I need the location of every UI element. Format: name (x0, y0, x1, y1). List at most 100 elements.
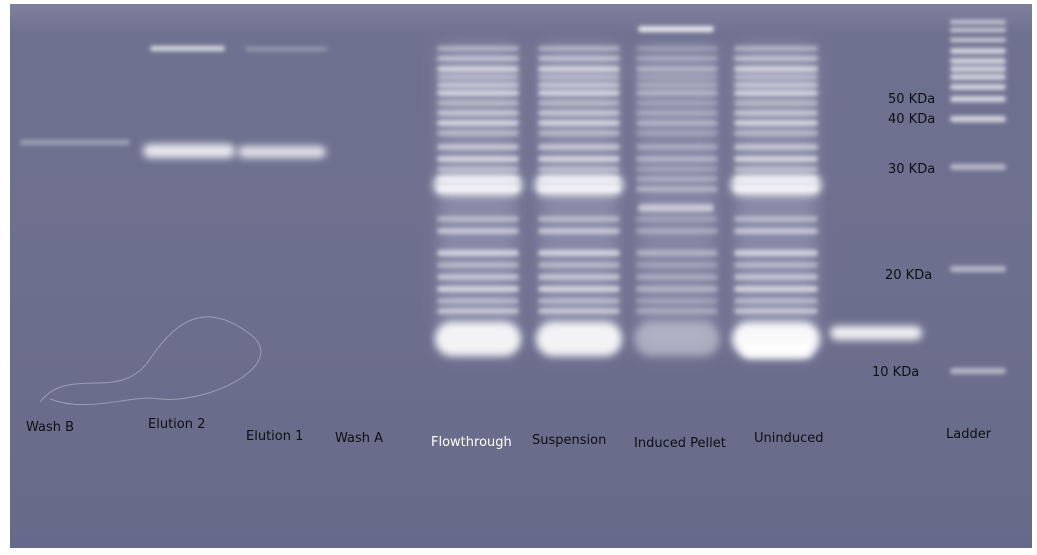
suspension-band-2 (538, 66, 620, 72)
uninduced-band-1 (734, 56, 818, 61)
flowthrough-band-low (435, 322, 521, 356)
ladder-band-10 (950, 164, 1006, 170)
suspension-band-1 (538, 56, 620, 61)
well-haze (10, 4, 1032, 34)
induced-pellet-band-6 (636, 100, 718, 106)
induced-pellet-band-10 (636, 144, 718, 150)
suspension-band-16 (538, 228, 620, 234)
suspension-band-low (536, 322, 622, 356)
induced-pellet-band-14 (636, 186, 718, 192)
induced-pellet-band-0 (636, 46, 718, 51)
uninduced-band-2 (734, 66, 818, 72)
ladder-band-2 (950, 38, 1006, 42)
flowthrough-band-20 (437, 286, 519, 292)
suspension-band-4 (538, 82, 620, 88)
ladder-band-7 (950, 84, 1006, 90)
uninduced-band-11 (734, 156, 818, 162)
suspension-band-11 (538, 156, 620, 162)
lane-label-wash-a: Wash A (335, 431, 384, 446)
lane-label-ladder: Ladder (946, 427, 992, 442)
band-elution-2-main (143, 144, 235, 158)
uninduced-band-12 (734, 166, 818, 172)
suspension-band-19 (538, 274, 620, 280)
suspension-band-17 (538, 250, 620, 256)
induced-pellet-band-low (634, 322, 720, 356)
marker-label-10kda: 10 KDa (872, 365, 920, 380)
induced-pellet-band-17 (636, 250, 718, 256)
ladder-band-11 (950, 266, 1006, 272)
band-elution-1-main (238, 146, 326, 158)
uninduced-band-21 (734, 298, 818, 304)
uninduced-band-0 (734, 46, 818, 51)
ladder-band-4 (950, 58, 1006, 64)
band-wash-b (20, 140, 130, 145)
uninduced-band-20 (734, 286, 818, 292)
uninduced-band-heavy (730, 174, 822, 196)
flowthrough-band-4 (437, 82, 519, 88)
uninduced-band-19 (734, 274, 818, 280)
uninduced-band-9 (734, 130, 818, 136)
flowthrough-band-3 (437, 74, 519, 80)
flowthrough-band-9 (437, 130, 519, 136)
flowthrough-band-15 (437, 216, 519, 222)
ladder-band-8 (950, 96, 1006, 102)
flowthrough-band-6 (437, 100, 519, 106)
lane-label-uninduced: Uninduced (754, 431, 824, 446)
flowthrough-band-8 (437, 120, 519, 126)
flowthrough-band-19 (437, 274, 519, 280)
uninduced-band-15 (734, 216, 818, 222)
fibre-artifact (39, 316, 262, 406)
flowthrough-band-21 (437, 298, 519, 304)
suspension-band-5 (538, 90, 620, 96)
lane-label-wash-b: Wash B (26, 420, 75, 435)
marker-label-20kda: 20 KDa (885, 268, 933, 283)
flowthrough-band-17 (437, 250, 519, 256)
induced-pellet-band-12 (636, 166, 718, 172)
induced-pellet-band-13 (636, 176, 718, 182)
uninduced-band-10 (734, 144, 818, 150)
uninduced-band-bright (742, 344, 812, 358)
lane-label-elution-1: Elution 1 (246, 429, 304, 444)
suspension-band-6 (538, 100, 620, 106)
induced-pellet-band-1 (636, 56, 718, 61)
gel-bands-layer (10, 4, 1032, 406)
induced-pellet-band-mid (638, 204, 714, 212)
induced-pellet-band-9 (636, 130, 718, 136)
flowthrough-band-1 (437, 56, 519, 61)
flowthrough-band-18 (437, 262, 519, 268)
ladder-band-5 (950, 66, 1006, 72)
flowthrough-band-10 (437, 144, 519, 150)
band-elution-2-top (150, 46, 225, 51)
flowthrough-band-0 (437, 46, 519, 51)
flowthrough-band-heavy (433, 174, 523, 196)
lane-label-flowthrough: Flowthrough (431, 435, 512, 450)
induced-pellet-band-8 (636, 120, 718, 126)
ladder-band-6 (950, 74, 1006, 80)
induced-pellet-band-2 (636, 66, 718, 72)
suspension-band-21 (538, 298, 620, 304)
flowthrough-band-16 (437, 228, 519, 234)
uninduced-band-16 (734, 228, 818, 234)
induced-pellet-band-15 (636, 216, 718, 222)
marker-label-30kda: 30 KDa (888, 162, 936, 177)
induced-pellet-band-7 (636, 110, 718, 116)
induced-pellet-band-18 (636, 262, 718, 268)
marker-label-40kda: 40 KDa (888, 112, 936, 127)
induced-pellet-band-22 (636, 308, 718, 314)
suspension-band-heavy (534, 174, 624, 196)
flowthrough-band-22 (437, 308, 519, 314)
uninduced-band-5 (734, 90, 818, 96)
suspension-band-18 (538, 262, 620, 268)
ladder-band-3 (950, 48, 1006, 54)
flowthrough-band-12 (437, 166, 519, 172)
flowthrough-band-2 (437, 66, 519, 72)
uninduced-band-17 (734, 250, 818, 256)
induced-pellet-band-11 (636, 156, 718, 162)
uninduced-band-22 (734, 308, 818, 314)
induced-pellet-band-20 (636, 286, 718, 292)
suspension-band-10 (538, 144, 620, 150)
ladder-band-12 (950, 368, 1006, 374)
band-elution-1-top (245, 47, 327, 51)
induced-pellet-band-21 (636, 298, 718, 304)
induced-pellet-band-5 (636, 90, 718, 96)
